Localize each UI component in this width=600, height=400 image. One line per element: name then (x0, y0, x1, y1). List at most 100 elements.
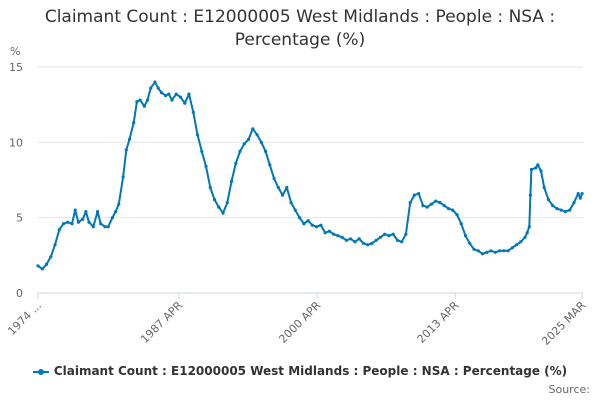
data-point-0-102 (451, 208, 455, 212)
data-point-0-61 (276, 185, 280, 190)
data-point-0-89 (395, 238, 399, 242)
data-point-0-109 (480, 252, 485, 256)
data-point-0-79 (353, 240, 357, 244)
credits[interactable]: Source: (548, 383, 591, 396)
legend-series-icon (32, 367, 49, 377)
data-point-0-26 (135, 100, 139, 104)
data-point-0-1 (40, 267, 44, 271)
data-point-0-12 (84, 210, 88, 214)
data-point-0-97 (429, 202, 434, 206)
data-point-0-5 (57, 228, 61, 232)
data-point-0-17 (103, 225, 107, 229)
data-point-0-73 (327, 229, 331, 233)
data-point-0-27 (138, 98, 142, 102)
data-point-0-69 (310, 223, 314, 227)
data-point-0-63 (285, 185, 289, 190)
data-point-0-37 (174, 92, 178, 96)
data-point-0-54 (247, 137, 251, 141)
data-point-0-137 (580, 192, 584, 196)
data-point-0-42 (195, 133, 200, 137)
data-point-0-87 (387, 234, 391, 238)
data-point-0-47 (217, 205, 221, 209)
data-point-0-92 (408, 201, 412, 205)
data-point-0-0 (36, 264, 40, 268)
series-layer (36, 80, 584, 271)
data-point-0-51 (234, 161, 238, 165)
data-point-0-13 (87, 220, 91, 224)
data-point-0-31 (153, 80, 157, 84)
data-point-0-116 (510, 246, 514, 250)
data-point-0-118 (519, 240, 523, 244)
data-point-0-22 (121, 175, 125, 179)
data-point-0-8 (70, 222, 74, 226)
data-point-0-71 (319, 223, 323, 227)
data-point-0-130 (555, 207, 559, 211)
data-point-0-136 (578, 196, 582, 200)
data-point-0-126 (539, 169, 543, 173)
data-point-0-120 (525, 231, 529, 235)
data-point-0-96 (425, 205, 429, 209)
data-point-0-39 (183, 101, 187, 105)
data-point-0-132 (563, 210, 568, 214)
data-point-0-113 (497, 249, 502, 253)
data-point-0-3 (49, 255, 53, 259)
data-point-0-6 (61, 222, 66, 226)
data-point-0-53 (242, 142, 246, 146)
y-tick-label-10: 10 (9, 136, 23, 149)
data-point-0-133 (568, 208, 572, 212)
data-point-0-128 (546, 198, 551, 202)
data-point-0-36 (170, 98, 174, 102)
data-point-0-60 (272, 176, 276, 181)
x-tick-label-2: 2000 APR (276, 299, 323, 346)
data-point-0-99 (438, 201, 442, 205)
chart-title: Claimant Count : E12000005 West Midlands… (0, 6, 600, 52)
data-point-0-85 (378, 235, 382, 239)
data-point-0-135 (576, 192, 580, 196)
data-point-0-70 (315, 225, 319, 229)
data-point-0-104 (459, 222, 463, 226)
data-point-0-67 (302, 222, 306, 226)
data-point-0-106 (468, 241, 472, 245)
data-point-0-4 (53, 243, 57, 247)
data-point-0-93 (412, 193, 416, 197)
data-point-0-76 (340, 235, 344, 239)
data-point-0-57 (259, 140, 263, 144)
data-point-0-122 (528, 193, 533, 197)
data-point-0-115 (506, 249, 510, 253)
data-point-0-72 (323, 231, 327, 235)
y-tick-label-0: 0 (16, 287, 23, 300)
axes: 0 5 10 15% 1974 ... 1987 APR 2000 APR 2013 APR 2… (5, 45, 588, 348)
data-point-0-15 (96, 210, 100, 214)
data-point-0-59 (268, 163, 272, 167)
x-tick-label-1: 1987 APR (138, 299, 185, 346)
data-point-0-34 (164, 94, 168, 98)
data-point-0-23 (124, 148, 128, 152)
data-point-0-83 (370, 241, 374, 245)
y-axis-title: % (10, 45, 20, 58)
data-point-0-19 (110, 216, 114, 220)
data-point-0-48 (221, 211, 225, 215)
data-point-0-55 (251, 127, 255, 131)
data-point-0-65 (293, 208, 297, 212)
data-point-0-38 (178, 95, 183, 99)
data-point-0-123 (529, 167, 534, 172)
data-point-0-75 (336, 234, 340, 238)
data-point-0-117 (514, 243, 519, 247)
series-line-0 (37, 81, 584, 270)
data-point-0-78 (349, 237, 353, 241)
data-point-0-28 (142, 104, 146, 108)
legend[interactable]: Claimant Count : E12000005 West Midlands… (0, 364, 600, 378)
data-point-0-112 (493, 250, 497, 254)
chart-title-line-2: Percentage (%) (234, 30, 366, 50)
data-point-0-62 (281, 193, 285, 197)
data-point-0-58 (264, 149, 268, 153)
data-point-0-40 (187, 92, 191, 96)
data-point-0-14 (91, 225, 95, 229)
data-point-0-95 (421, 204, 425, 208)
x-tick-label-3: 2013 APR (415, 299, 462, 346)
data-point-0-56 (255, 133, 259, 137)
chart-title-line-1: Claimant Count : E12000005 West Midlands… (44, 7, 556, 27)
data-point-0-41 (191, 110, 195, 114)
data-point-0-21 (117, 202, 121, 206)
